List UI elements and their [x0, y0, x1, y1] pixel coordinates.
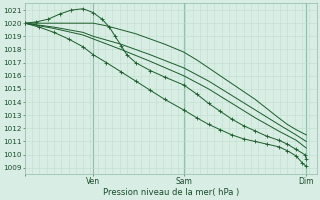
X-axis label: Pression niveau de la mer( hPa ): Pression niveau de la mer( hPa ): [102, 188, 239, 197]
